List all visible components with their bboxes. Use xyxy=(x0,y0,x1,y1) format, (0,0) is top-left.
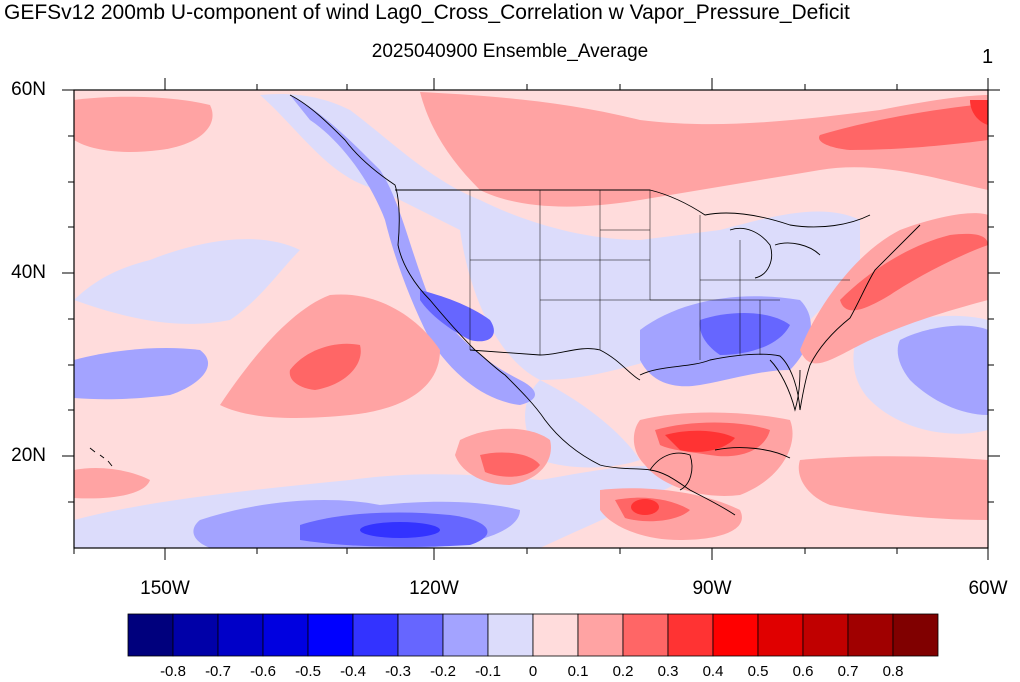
colorbar-label: -0.5 xyxy=(295,663,321,680)
cuba xyxy=(714,447,791,459)
region-eastcoast-medred xyxy=(840,233,988,311)
colorbar-box xyxy=(712,613,759,657)
colorbar-box xyxy=(217,613,264,657)
correlation-field xyxy=(74,90,988,548)
colorbar-box xyxy=(802,613,849,657)
region-alabama-blue xyxy=(699,313,790,355)
colorbar-label: -0.1 xyxy=(475,663,501,680)
lat-label-20n: 20N xyxy=(11,445,46,466)
colorbar-label: -0.6 xyxy=(250,663,276,680)
florida xyxy=(769,359,801,412)
colorbar-label: 0.2 xyxy=(612,663,634,680)
colorbar-label: 0 xyxy=(528,663,538,680)
colorbar-box xyxy=(262,613,309,657)
region-california-blue xyxy=(420,290,494,342)
colorbar-label: 0.8 xyxy=(882,663,904,680)
state-lines xyxy=(469,190,850,360)
region-negative-caribbean xyxy=(525,380,640,468)
colorbar-box xyxy=(487,613,534,657)
colorbar-box xyxy=(127,613,174,657)
colorbar-box xyxy=(307,613,354,657)
coastline-gulf xyxy=(639,224,921,411)
colorbar-box xyxy=(622,613,669,657)
region-canada-red xyxy=(420,92,988,207)
region-hudson-red xyxy=(970,100,988,125)
colorbar-box xyxy=(847,613,894,657)
hawaii xyxy=(89,447,113,467)
chart-subtitle: 2025040900 Ensemble_Average xyxy=(371,41,649,62)
panel-number: 1 xyxy=(982,46,994,68)
lon-label-150w: 150W xyxy=(140,578,190,599)
colorbar-label: -0.8 xyxy=(160,663,186,680)
coastlines xyxy=(89,94,921,516)
region-atlantic-blue xyxy=(897,325,988,415)
tick-marks xyxy=(62,78,1000,560)
lon-label-120w: 120W xyxy=(409,578,459,599)
colorbar-label: -0.2 xyxy=(430,663,456,680)
colorbar-box xyxy=(442,613,489,657)
region-gulf-brightred xyxy=(665,430,735,452)
colorbar-box xyxy=(757,613,804,657)
colorbar-label: -0.3 xyxy=(385,663,411,680)
region-centralam-brightred xyxy=(631,499,659,515)
chart-title: GEFSv12 200mb U-component of wind Lag0_C… xyxy=(4,1,850,24)
colorbar-label: -0.4 xyxy=(340,663,366,680)
great-lakes xyxy=(729,227,821,279)
colorbar-box xyxy=(532,613,579,657)
colorbar-label: -0.7 xyxy=(205,663,231,680)
region-south-core-blue xyxy=(360,522,440,538)
colorbar-label: 0.6 xyxy=(792,663,814,680)
border-us-canada xyxy=(395,189,871,228)
lon-label-90w: 90W xyxy=(692,578,732,599)
region-atlantic-red xyxy=(798,456,988,520)
colorbar-box xyxy=(397,613,444,657)
colorbar-label: 0.5 xyxy=(747,663,769,680)
region-pacific-medred xyxy=(289,343,361,390)
region-canada-medred xyxy=(819,105,988,150)
colorbar xyxy=(127,613,939,657)
colorbar-box xyxy=(667,613,714,657)
colorbar-label: 0.4 xyxy=(702,663,724,680)
yucatan xyxy=(649,452,693,491)
region-mexico-medred xyxy=(480,452,540,477)
colorbar-box xyxy=(892,613,939,657)
lat-label-40n: 40N xyxy=(11,262,46,283)
colorbar-box xyxy=(577,613,624,657)
lat-label-60n: 60N xyxy=(11,79,46,100)
colorbar-label: 0.1 xyxy=(567,663,589,680)
colorbar-box xyxy=(352,613,399,657)
region-negative-central xyxy=(74,239,300,324)
colorbar-box xyxy=(172,613,219,657)
region-hawaii-red xyxy=(74,468,150,499)
colorbar-label: 0.3 xyxy=(657,663,679,680)
region-pacific-blue xyxy=(74,348,209,400)
lon-label-60w: 60W xyxy=(968,578,1008,599)
region-alaska-red xyxy=(74,96,213,152)
colorbar-label: 0.7 xyxy=(837,663,859,680)
